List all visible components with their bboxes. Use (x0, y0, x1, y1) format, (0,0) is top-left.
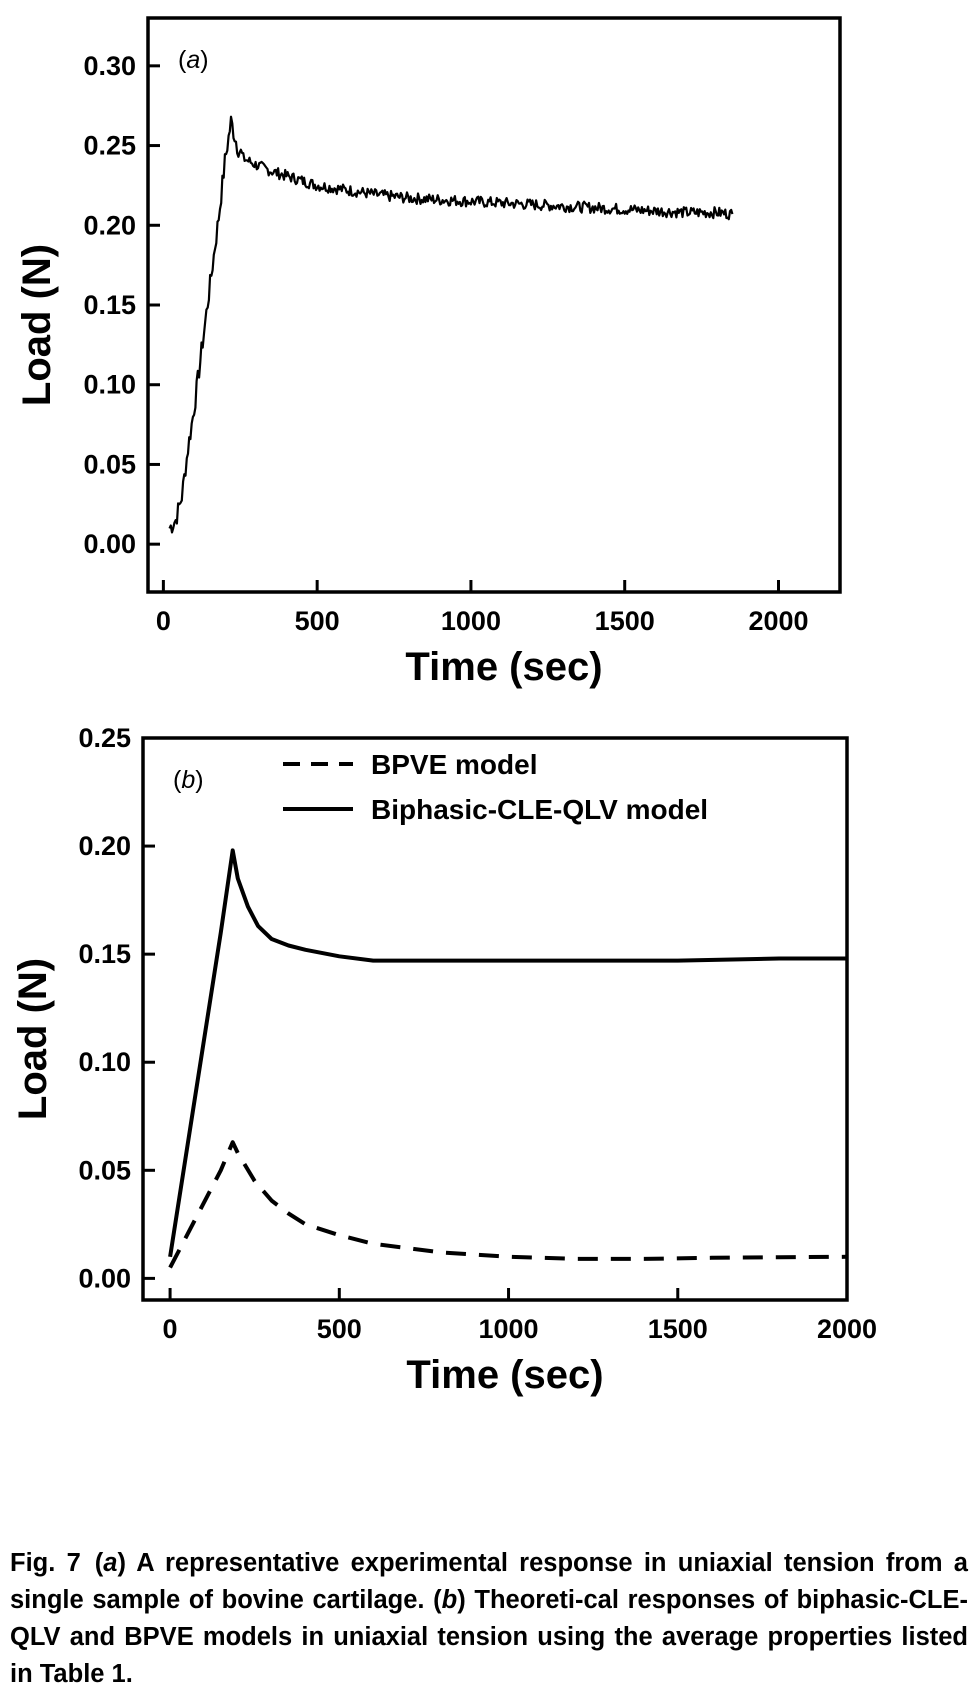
panel-label: (b) (173, 766, 204, 794)
legend-label: BPVE model (371, 749, 537, 780)
x-tick-label: 0 (163, 1314, 178, 1344)
y-axis-title: Load (N) (11, 958, 55, 1120)
y-tick-label: 0.25 (83, 131, 136, 161)
y-tick-label: 0.20 (83, 210, 136, 240)
caption-fig-label: Fig. 7 (10, 1549, 81, 1577)
series-line-0 (168, 1140, 848, 1269)
x-tick-label: 2000 (817, 1314, 877, 1344)
panel-label-letter: b (181, 766, 195, 794)
y-tick-label: 0.05 (83, 449, 136, 479)
y-tick-label: 0.00 (83, 529, 136, 559)
chart-panel-a: 0.00 0.05 0.10 0.15 0.20 0.25 0.30 0 500 1000 1500… (15, 16, 842, 689)
x-tick-label: 1500 (648, 1314, 708, 1344)
caption-text-part: ( (94, 1549, 104, 1577)
x-tick-label: 500 (295, 606, 340, 636)
panel-label-paren: ) (200, 46, 208, 74)
figure-caption: Fig. 7 (a) A representative experimental … (10, 1545, 968, 1693)
y-tick-label: 0.15 (83, 290, 136, 320)
caption-body: (a) A representative experimental respon… (10, 1549, 968, 1688)
y-tick-label: 0.15 (78, 939, 131, 969)
x-axis-title: Time (sec) (405, 645, 602, 689)
x-tick-label: 500 (317, 1314, 362, 1344)
panel-label-letter: a (186, 46, 200, 74)
caption-text-part: a (103, 1549, 118, 1577)
figure-canvas: 0.00 0.05 0.10 0.15 0.20 0.25 0.30 0 500 1000 1500… (11, 16, 877, 1397)
x-axis-title: Time (sec) (406, 1353, 603, 1397)
x-tick-label: 2000 (748, 606, 808, 636)
y-tick-label: 0.00 (78, 1263, 131, 1293)
y-tick-label: 0.30 (83, 51, 136, 81)
plot-frame (141, 736, 849, 1302)
y-axis-title: Load (N) (15, 244, 59, 406)
plot-frame (146, 16, 842, 594)
x-tick-label: 0 (156, 606, 171, 636)
x-tick-label: 1500 (595, 606, 655, 636)
series-line-0 (168, 115, 734, 534)
x-tick-label: 1000 (441, 606, 501, 636)
caption-text-part: b (441, 1586, 458, 1614)
caption-text-part: ) A representative experimental response… (10, 1549, 968, 1614)
panel-label-paren: ) (195, 766, 203, 794)
x-tick-label: 1000 (478, 1314, 538, 1344)
series-line-1 (168, 848, 847, 1258)
panel-label: (a) (178, 46, 209, 74)
panel-label-paren: ( (173, 766, 182, 794)
y-tick-label: 0.20 (78, 831, 131, 861)
legend: BPVE model Biphasic-CLE-QLV model (283, 749, 708, 825)
legend-label: Biphasic-CLE-QLV model (371, 794, 708, 825)
y-tick-label: 0.10 (83, 370, 136, 400)
panel-label-paren: ( (178, 46, 187, 74)
y-tick-label: 0.10 (78, 1047, 131, 1077)
y-tick-label: 0.25 (78, 723, 131, 753)
y-tick-label: 0.05 (78, 1155, 131, 1185)
caption-text-part: ) Theoreti-cal responses of biphasic-CLE… (10, 1586, 969, 1688)
chart-panel-b: 0.00 0.05 0.10 0.15 0.20 0.25 0 500 1000 1500 2000… (11, 723, 877, 1397)
